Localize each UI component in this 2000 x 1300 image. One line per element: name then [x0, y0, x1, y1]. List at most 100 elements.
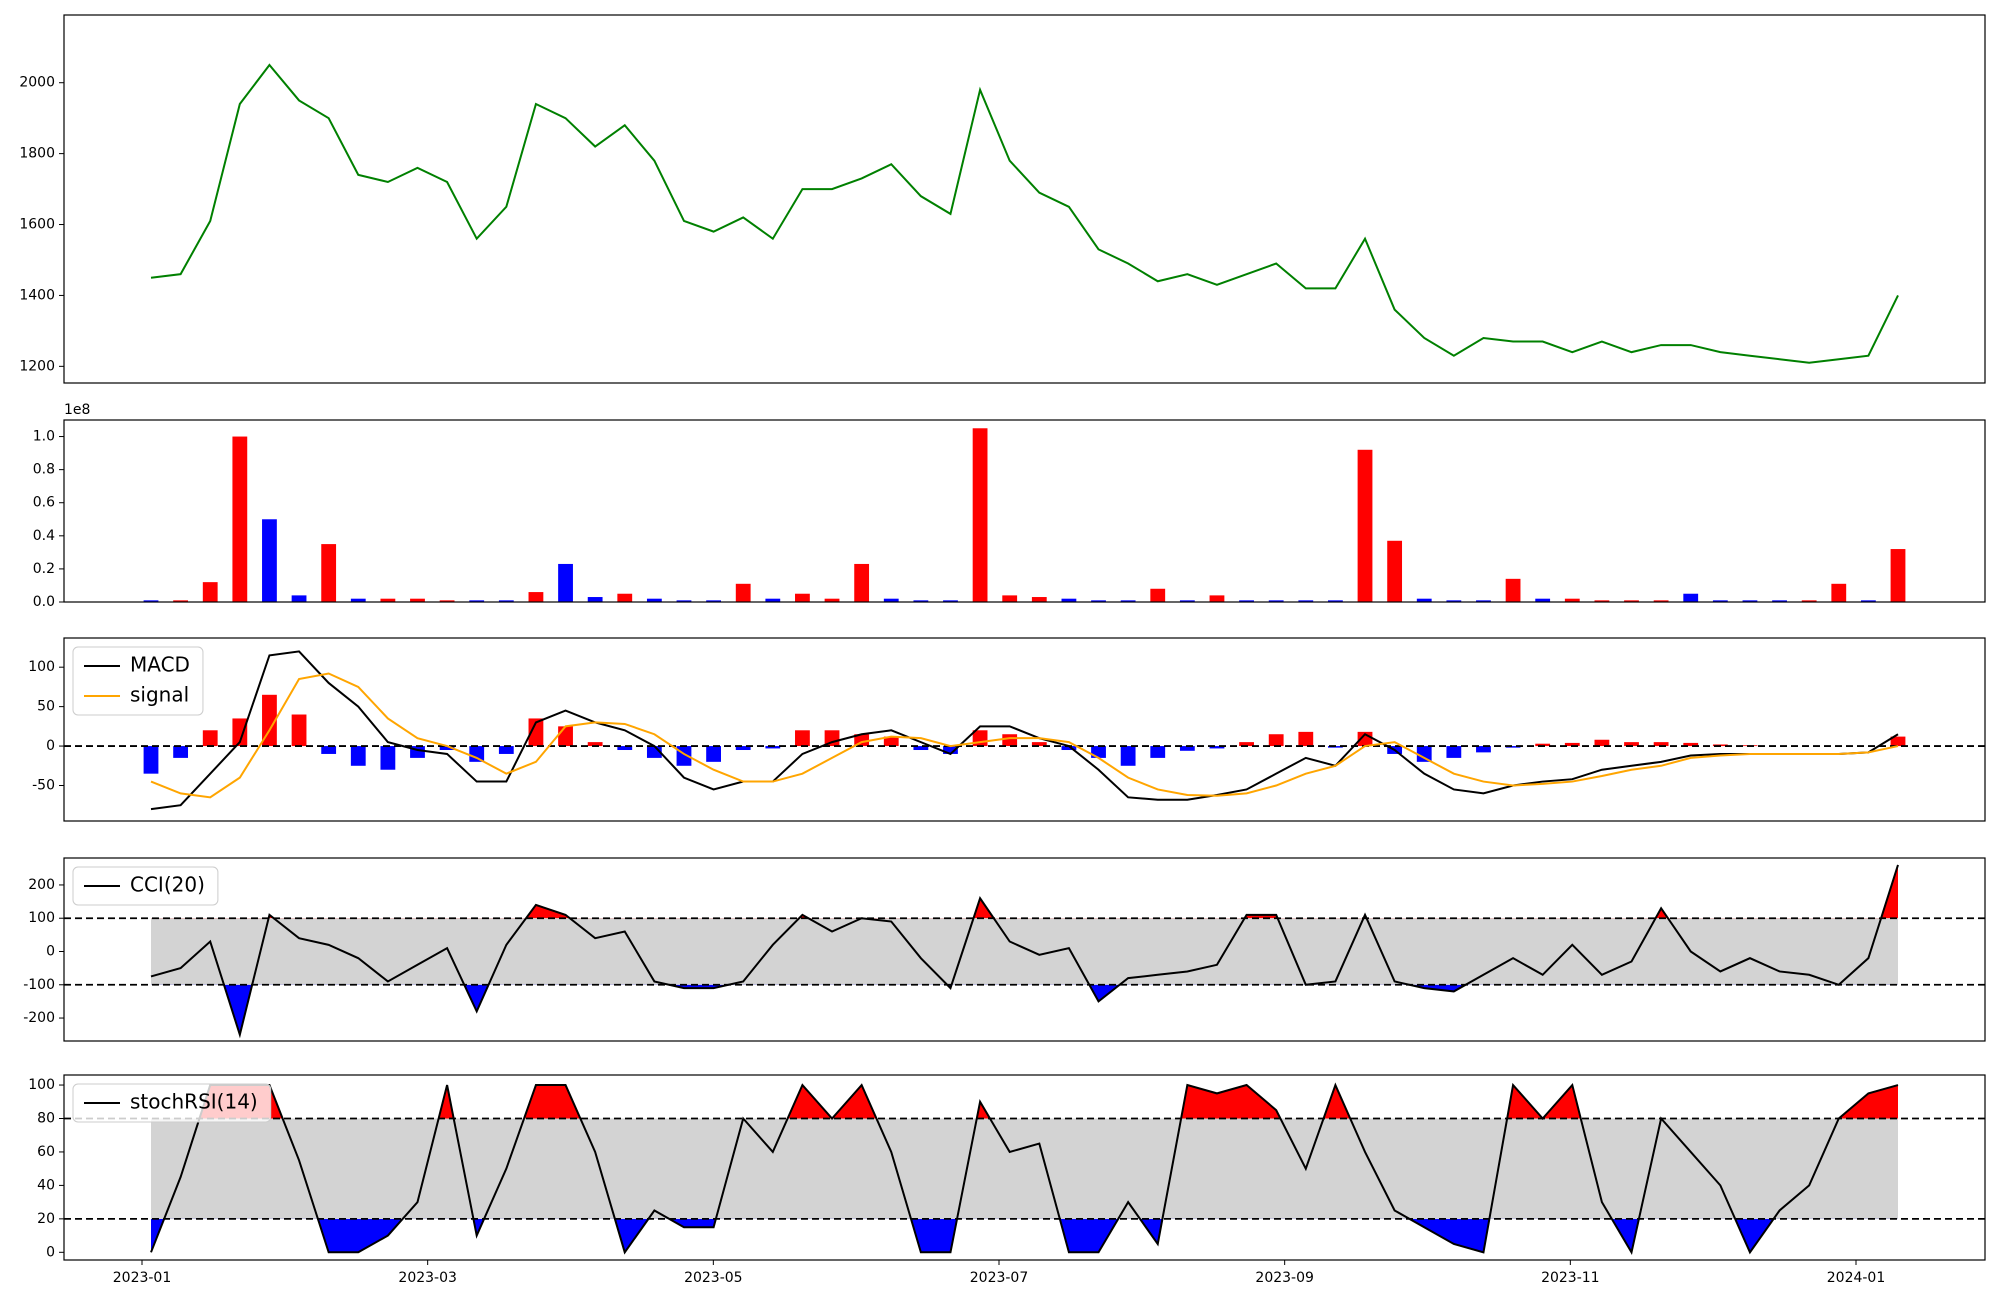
volume-bar	[1446, 600, 1462, 602]
volume-bar	[1002, 595, 1018, 602]
y-tick-label: 60	[37, 1144, 55, 1160]
histogram-bar	[1179, 746, 1195, 751]
histogram-bar	[439, 746, 455, 751]
histogram-bar	[350, 746, 366, 766]
histogram-bar	[735, 746, 751, 751]
histogram-bar	[646, 746, 662, 758]
histogram-bar	[232, 718, 248, 747]
histogram-bar	[1298, 731, 1314, 747]
y-tick-label: 1.0	[33, 429, 55, 445]
volume-bar	[469, 600, 485, 602]
volume-bar	[765, 598, 781, 602]
x-tick-label: 2023-11	[1541, 1270, 1600, 1286]
volume-bar	[321, 544, 337, 602]
volume-bar	[350, 598, 366, 602]
histogram-bar	[795, 730, 810, 747]
histogram-bar	[1683, 742, 1699, 747]
legend-box	[72, 1083, 272, 1123]
x-tick-label: 2023-03	[398, 1270, 457, 1286]
histogram-bar	[1239, 742, 1254, 747]
histogram-bar	[1150, 746, 1166, 758]
series-line	[150, 63, 1899, 364]
panel-frame	[63, 1074, 1986, 1261]
histogram-bar	[498, 746, 514, 754]
y-tick-label: 0.0	[33, 594, 55, 610]
legend-box	[72, 646, 204, 716]
y-tick-label: -200	[23, 1010, 55, 1026]
legend-label: MACD	[130, 653, 190, 677]
volume-bar	[1505, 578, 1521, 602]
volume-bar	[1624, 600, 1639, 602]
volume-bar	[173, 600, 189, 602]
histogram-bar	[1120, 746, 1136, 766]
series-line	[150, 672, 1899, 799]
volume-bar	[1031, 597, 1047, 602]
volume-bar	[1535, 598, 1551, 602]
y-tick-label: 0.2	[33, 561, 55, 577]
x-tick-label: 2023-05	[684, 1270, 743, 1286]
volume-bar	[676, 600, 692, 602]
volume-bar	[1564, 598, 1580, 602]
y-tick-label: 100	[28, 1077, 55, 1093]
volume-bar	[1683, 593, 1699, 602]
volume-bar	[824, 598, 840, 602]
histogram-bar	[558, 726, 573, 747]
histogram-bar	[410, 746, 425, 758]
histogram-bar	[1061, 746, 1077, 751]
volume-bar	[1209, 595, 1225, 602]
histogram-bar	[1091, 746, 1106, 758]
histogram-bar	[1416, 746, 1432, 762]
volume-bar	[943, 600, 958, 602]
histogram-bar	[883, 736, 899, 747]
y-tick-label: 50	[37, 699, 55, 715]
histogram-bar	[854, 734, 870, 747]
y-tick-label: 1400	[19, 287, 55, 303]
y-tick-label: 0	[46, 738, 55, 754]
volume-bar	[1594, 600, 1610, 602]
histogram-bar	[1446, 746, 1462, 758]
histogram-bar	[202, 730, 218, 747]
histogram-bar	[1476, 746, 1491, 753]
volume-bar	[1860, 600, 1876, 602]
series-line	[150, 864, 1899, 1039]
volume-bar	[143, 600, 159, 602]
histogram-bar	[1535, 743, 1551, 747]
histogram-bar	[1002, 734, 1018, 747]
series-line	[150, 1082, 1899, 1256]
y-tick-label: 100	[28, 659, 55, 675]
volume-bar	[646, 598, 662, 602]
volume-bar	[1653, 600, 1669, 602]
volume-bar	[232, 436, 248, 602]
volume-bar	[528, 592, 544, 602]
histogram-bar	[469, 746, 485, 762]
histogram-bar	[1564, 742, 1580, 747]
legend-box	[72, 866, 219, 906]
y-tick-label: -50	[32, 778, 55, 794]
volume-bar	[617, 593, 633, 602]
volume-bar	[1801, 600, 1817, 602]
y-tick-label: 1200	[19, 358, 55, 374]
volume-bar	[1890, 549, 1906, 602]
histogram-bar	[943, 746, 958, 754]
histogram-bar	[1268, 734, 1284, 747]
volume-bar	[587, 597, 603, 602]
histogram-bar	[765, 746, 781, 749]
volume-bar	[1268, 600, 1284, 602]
legend: CCI(20)	[72, 866, 219, 906]
volume-bar	[380, 598, 396, 602]
panel-frame	[63, 14, 1986, 384]
volume-bar	[1416, 598, 1432, 602]
volume-bar	[202, 582, 218, 602]
volume-bar	[1387, 540, 1403, 602]
volume-bar	[795, 593, 810, 602]
histogram-bar	[528, 718, 544, 747]
y-tick-label: 20	[37, 1211, 55, 1227]
histogram-bar	[1031, 742, 1047, 747]
legend-label: CCI(20)	[130, 873, 205, 897]
volume-bar	[1179, 600, 1195, 602]
histogram-bar	[1209, 746, 1225, 749]
volume-bar	[1772, 600, 1787, 602]
x-tick-label: 2024-01	[1827, 1270, 1886, 1286]
volume-bar	[558, 563, 573, 602]
